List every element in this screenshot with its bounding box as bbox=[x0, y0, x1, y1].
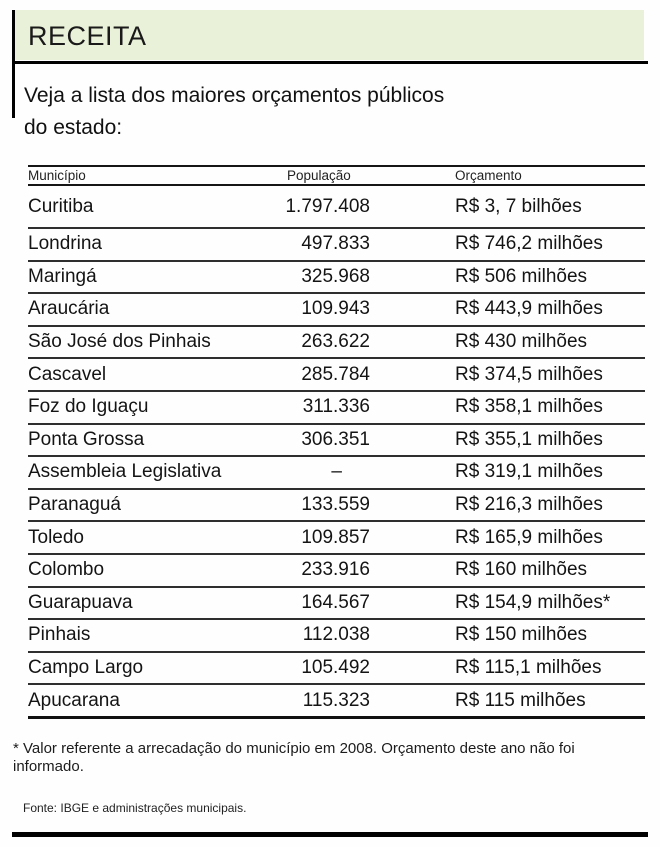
cell-populacao: – bbox=[331, 461, 342, 483]
table-row: Campo Largo 105.492 R$ 115,1 milhões bbox=[28, 653, 645, 686]
cell-municipio: Paranaguá bbox=[28, 494, 121, 516]
cell-municipio: Araucária bbox=[28, 298, 110, 320]
cell-municipio: Colombo bbox=[28, 559, 105, 581]
cell-municipio: Pinhais bbox=[28, 624, 91, 646]
cell-municipio: Toledo bbox=[28, 526, 84, 548]
cell-municipio: Londrina bbox=[28, 233, 102, 255]
cell-populacao: 311.336 bbox=[302, 396, 370, 418]
table-row: Colombo 233.916 R$ 160 milhões bbox=[28, 555, 645, 588]
table-row: São José dos Pinhais 263.622 R$ 430 milhõe… bbox=[28, 327, 645, 360]
cell-orcamento: R$ 374,5 milhões bbox=[455, 363, 603, 385]
cell-orcamento: R$ 3, 7 bilhões bbox=[455, 195, 582, 217]
footnote: * Valor referente a arrecadação do munic… bbox=[13, 740, 575, 775]
cell-municipio: Foz do Iguaçu bbox=[28, 396, 149, 418]
cell-populacao: 325.968 bbox=[301, 265, 370, 287]
table-body: Curitiba 1.797.408 R$ 3, 7 bilhões Londrina… bbox=[28, 186, 645, 719]
cell-municipio: Apucarana bbox=[28, 689, 120, 711]
cell-orcamento: R$ 430 milhões bbox=[455, 331, 588, 353]
cell-municipio: Ponta Grossa bbox=[28, 428, 145, 450]
cell-municipio: Assembleia Legislativa bbox=[28, 461, 222, 483]
cell-municipio: Curitiba bbox=[28, 195, 94, 217]
cell-orcamento: R$ 115 milhões bbox=[455, 689, 586, 711]
cell-orcamento: R$ 443,9 milhões bbox=[455, 298, 603, 320]
cell-orcamento: R$ 506 milhões bbox=[455, 265, 588, 287]
table-row: Paranaguá 133.559 R$ 216,3 milhões bbox=[28, 490, 645, 523]
cell-orcamento: R$ 154,9 milhões* bbox=[455, 591, 611, 613]
cell-municipio: Cascavel bbox=[28, 363, 107, 385]
cell-populacao: 115.323 bbox=[302, 689, 370, 711]
cell-populacao: 233.916 bbox=[301, 559, 370, 581]
cell-orcamento: R$ 165,9 milhões bbox=[455, 526, 603, 548]
column-header-populacao: População bbox=[287, 168, 351, 183]
source-note: Fonte: IBGE e administrações municipais. bbox=[23, 801, 247, 815]
cell-municipio: Guarapuava bbox=[28, 591, 133, 613]
cell-orcamento: R$ 358,1 milhões bbox=[455, 396, 603, 418]
cell-populacao: 109.857 bbox=[301, 526, 370, 548]
table-header-row: Município População Orçamento bbox=[28, 165, 645, 186]
table-row: Londrina 497.833 R$ 746,2 milhões bbox=[28, 229, 645, 262]
table-row: Apucarana 115.323 R$ 115 milhões bbox=[28, 685, 645, 719]
budget-table: Município População Orçamento Curitiba 1.… bbox=[28, 165, 645, 719]
cell-orcamento: R$ 355,1 milhões bbox=[455, 428, 603, 450]
cell-municipio: Maringá bbox=[28, 265, 97, 287]
cell-populacao: 109.943 bbox=[301, 298, 370, 320]
cell-orcamento: R$ 319,1 milhões bbox=[455, 461, 603, 483]
table-row: Araucária 109.943 R$ 443,9 milhões bbox=[28, 294, 645, 327]
cell-municipio: Campo Largo bbox=[28, 657, 144, 679]
cell-populacao: 164.567 bbox=[301, 591, 370, 613]
cell-municipio: São José dos Pinhais bbox=[28, 331, 211, 353]
column-header-municipio: Município bbox=[28, 168, 86, 183]
header-rule bbox=[12, 61, 648, 64]
cell-populacao: 1.797.408 bbox=[285, 195, 370, 217]
table-row: Ponta Grossa 306.351 R$ 355,1 milhões bbox=[28, 425, 645, 458]
table-row: Foz do Iguaçu 311.336 R$ 358,1 milhões bbox=[28, 392, 645, 425]
cell-populacao: 263.622 bbox=[301, 331, 370, 353]
bottom-rule bbox=[12, 832, 648, 837]
table-row: Curitiba 1.797.408 R$ 3, 7 bilhões bbox=[28, 186, 645, 229]
cell-populacao: 112.038 bbox=[302, 624, 370, 646]
header-band: RECEITA bbox=[15, 10, 644, 60]
cell-populacao: 105.492 bbox=[301, 657, 370, 679]
cell-populacao: 497.833 bbox=[301, 233, 370, 255]
table-row: Toledo 109.857 R$ 165,9 milhões bbox=[28, 522, 645, 555]
cell-orcamento: R$ 115,1 milhões bbox=[455, 657, 602, 679]
cell-populacao: 285.784 bbox=[301, 363, 370, 385]
cell-orcamento: R$ 216,3 milhões bbox=[455, 494, 603, 516]
table-row: Pinhais 112.038 R$ 150 milhões bbox=[28, 620, 645, 653]
cell-populacao: 133.559 bbox=[301, 494, 370, 516]
cell-orcamento: R$ 746,2 milhões bbox=[455, 233, 603, 255]
table-row: Guarapuava 164.567 R$ 154,9 milhões* bbox=[28, 588, 645, 621]
page-title: RECEITA bbox=[28, 21, 147, 51]
table-row: Cascavel 285.784 R$ 374,5 milhões bbox=[28, 359, 645, 392]
cell-orcamento: R$ 160 milhões bbox=[455, 559, 588, 581]
column-header-orcamento: Orçamento bbox=[455, 168, 522, 183]
left-accent-bar bbox=[12, 10, 15, 118]
table-row: Assembleia Legislativa – R$ 319,1 milhões bbox=[28, 457, 645, 490]
table-row: Maringá 325.968 R$ 506 milhões bbox=[28, 262, 645, 295]
cell-populacao: 306.351 bbox=[301, 428, 370, 450]
cell-orcamento: R$ 150 milhões bbox=[455, 624, 588, 646]
intro-text: Veja a lista dos maiores orçamentos públ… bbox=[24, 84, 445, 139]
